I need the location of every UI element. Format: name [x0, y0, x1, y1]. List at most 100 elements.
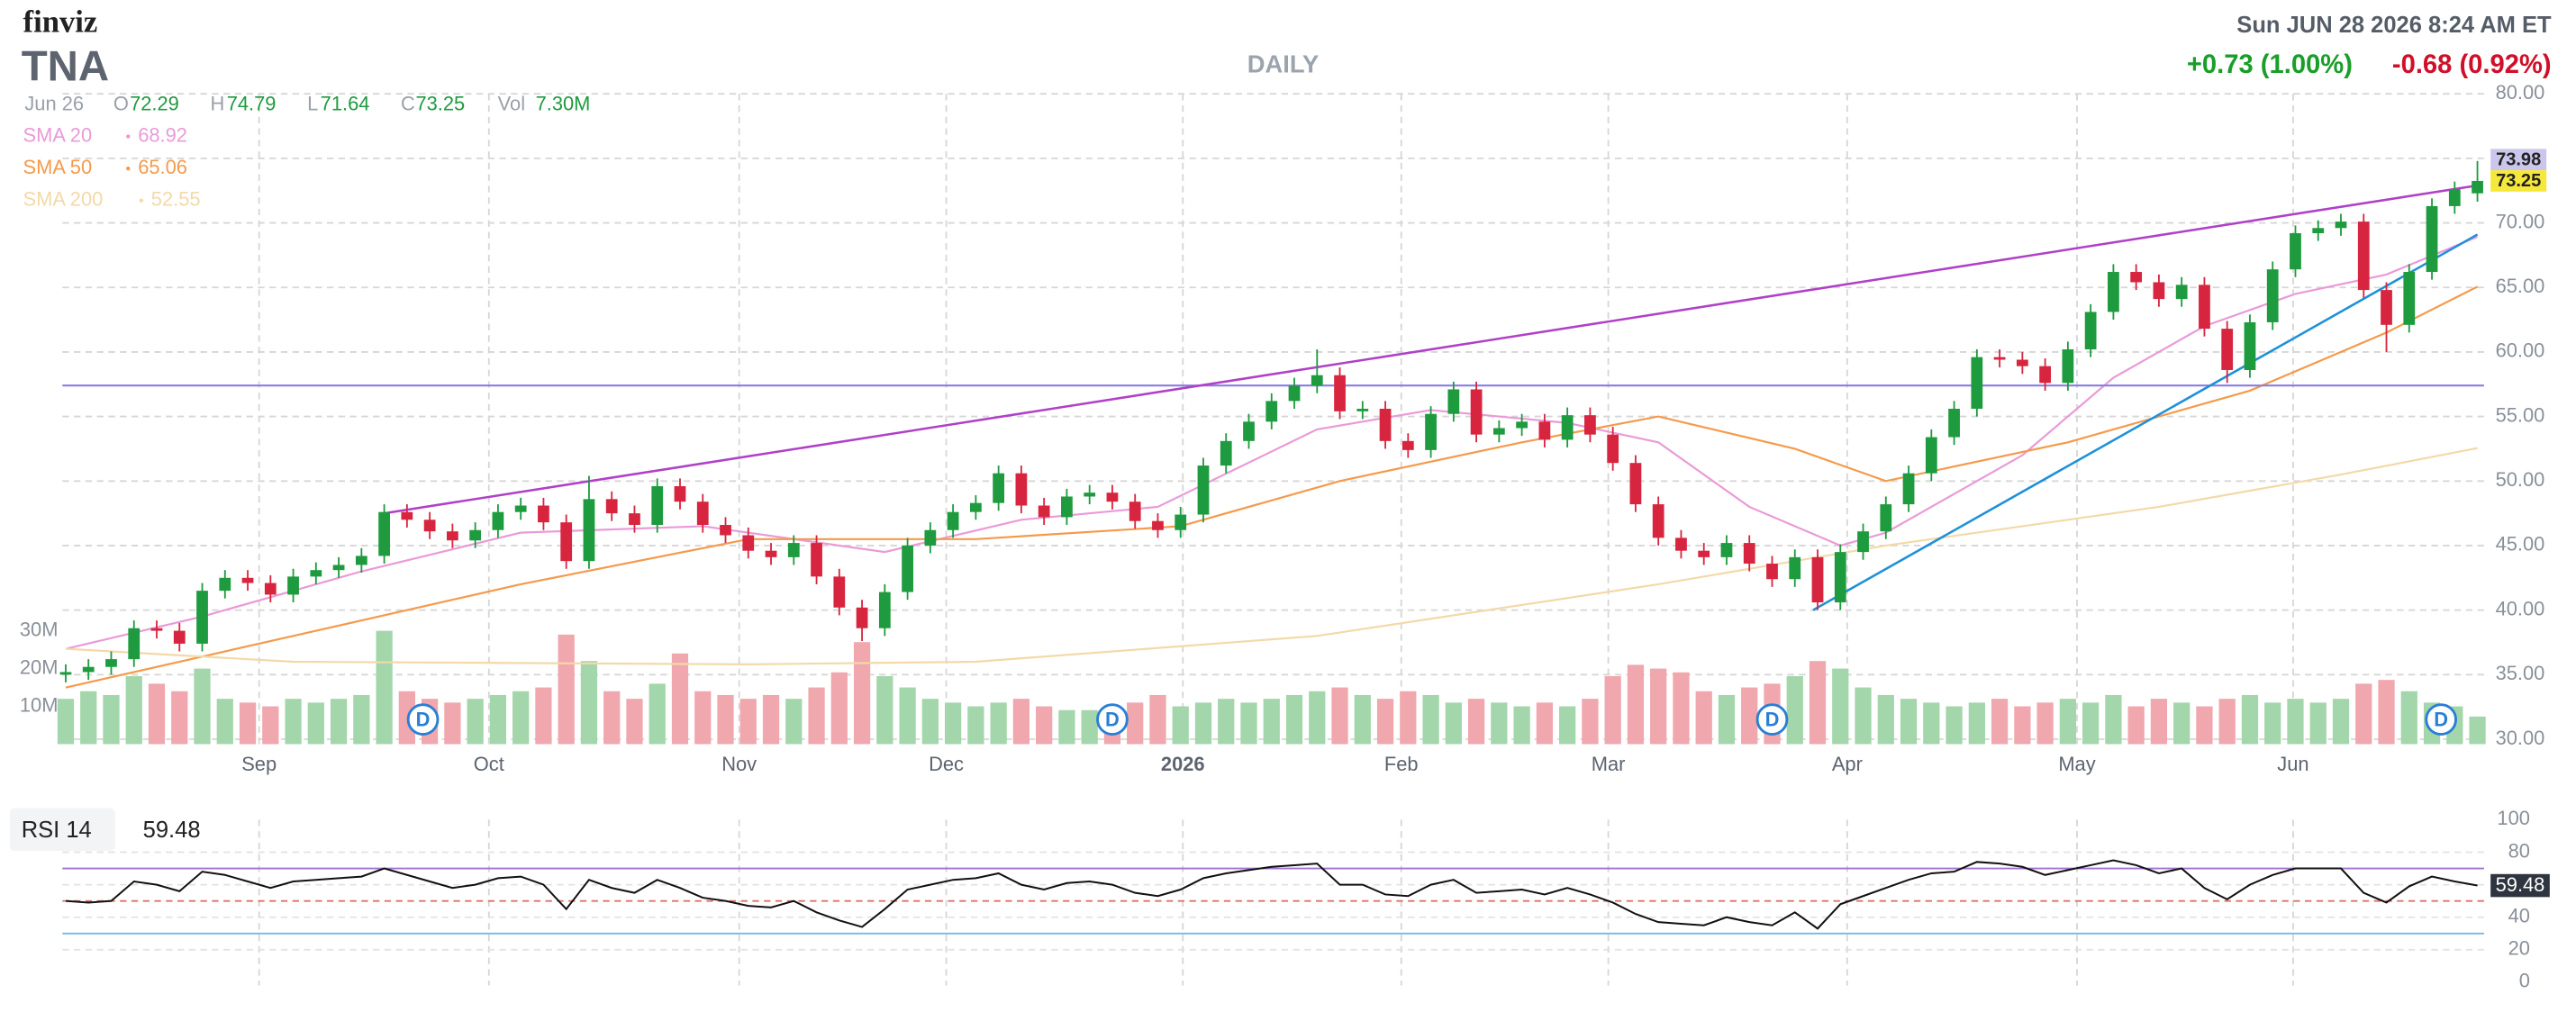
volume-bar	[580, 661, 598, 745]
candle-body	[2039, 366, 2051, 384]
ohlc-date: Jun 26	[24, 93, 84, 115]
ohlc-value: 72.29	[130, 93, 179, 115]
candle-body	[514, 505, 527, 512]
volume-bar	[1012, 699, 1030, 745]
candle-body	[378, 511, 390, 556]
volume-bar	[1218, 699, 1235, 745]
candle-body	[2266, 269, 2279, 322]
price-badge	[2490, 170, 2547, 192]
candle-body	[538, 505, 549, 523]
volume-bar	[353, 694, 370, 745]
candle-body	[1220, 440, 1232, 466]
volume-bar	[194, 668, 211, 745]
candle-body	[1038, 505, 1050, 518]
candle-body	[219, 577, 231, 592]
candle-body	[1902, 473, 1915, 505]
volume-bar	[2264, 702, 2281, 745]
candle-body	[1015, 473, 1028, 506]
y-tick-label: 35.00	[2496, 662, 2545, 684]
y-tick-label: 70.00	[2496, 210, 2545, 232]
candle-body	[2381, 290, 2392, 325]
candle-body	[1288, 385, 1301, 402]
candle-body	[2472, 180, 2483, 194]
volume-bar	[1536, 702, 1554, 745]
volume-bar	[1695, 691, 1712, 745]
candle-body	[1971, 357, 1983, 409]
candle-body	[856, 607, 868, 628]
rsi-tick-label: 80	[2508, 839, 2530, 862]
volume-tick-label: 10M	[20, 693, 59, 716]
volume-bar	[2014, 706, 2031, 745]
candle-body	[742, 535, 755, 551]
trendline	[1812, 233, 2479, 611]
candle-body	[1492, 428, 1505, 435]
candle-body	[241, 577, 254, 583]
volume-bar	[603, 691, 621, 745]
dividend-label: D	[2434, 709, 2448, 731]
candle-body	[469, 529, 482, 541]
candle-body	[128, 628, 141, 660]
candle-body	[1356, 408, 1369, 411]
volume-bar	[1309, 691, 1326, 745]
volume-bar	[262, 706, 279, 745]
background	[62, 93, 2484, 986]
volume-bar	[1855, 687, 1872, 745]
volume-bar	[649, 683, 666, 745]
candle-body	[878, 592, 891, 628]
volume-bar	[2059, 699, 2076, 745]
candle-body	[583, 499, 595, 562]
volume-bar	[2287, 699, 2304, 745]
candle-body	[811, 543, 822, 577]
volume-bar	[171, 691, 188, 745]
candle-body	[264, 583, 277, 595]
candle-body	[1152, 520, 1164, 530]
logo[interactable]: finviz	[23, 5, 98, 40]
candle-body	[2199, 285, 2210, 330]
candle-body	[1629, 463, 1642, 505]
candle-body	[196, 591, 208, 644]
rsi-tick-label: 0	[2519, 970, 2530, 992]
trendline	[384, 184, 2478, 515]
volume-bar	[785, 699, 803, 745]
x-tick-label: Sep	[241, 753, 277, 775]
candle-body	[2312, 228, 2325, 234]
volume-bar	[1400, 691, 1417, 745]
candle-body	[287, 576, 299, 595]
legend-value: 68.92	[138, 123, 187, 146]
candle-body	[560, 522, 573, 562]
volume-bar	[57, 699, 75, 745]
volume-bar	[467, 699, 484, 745]
ohlc-value: 71.64	[321, 93, 370, 115]
period[interactable]: DAILY	[1247, 50, 1320, 77]
legend-name: SMA 200	[23, 188, 104, 211]
candle-body	[332, 565, 345, 571]
price-badge	[2490, 149, 2547, 171]
volume-bar	[1627, 664, 1645, 745]
candle-body	[1652, 504, 1664, 538]
sma-line	[65, 447, 2478, 665]
candle-body	[2335, 221, 2347, 229]
volume-bar	[2150, 699, 2168, 745]
dividend-label: D	[1105, 709, 1120, 731]
volume-bar	[739, 699, 757, 745]
change: +0.73 (1.00%)	[2187, 50, 2353, 79]
candle-body	[492, 511, 504, 530]
volume-bar	[1331, 687, 1348, 745]
volume-bar	[921, 699, 939, 745]
candle-body	[1334, 375, 1346, 411]
candle-body	[993, 473, 1005, 503]
volume-bar	[1946, 706, 1963, 745]
candle-body	[2357, 221, 2370, 291]
volume-bar	[2469, 716, 2486, 745]
candle-body	[1925, 437, 1937, 474]
candle-body	[1470, 389, 1483, 435]
x-tick-label: May	[2058, 753, 2095, 775]
volume-bar	[1673, 672, 1690, 745]
volume-bar	[762, 694, 780, 745]
volume-bar	[285, 699, 302, 745]
y-tick-label: 80.00	[2496, 81, 2545, 104]
candle-body	[1379, 408, 1392, 441]
rsi-tick-label: 40	[2508, 905, 2530, 927]
volume-bar	[876, 675, 893, 745]
